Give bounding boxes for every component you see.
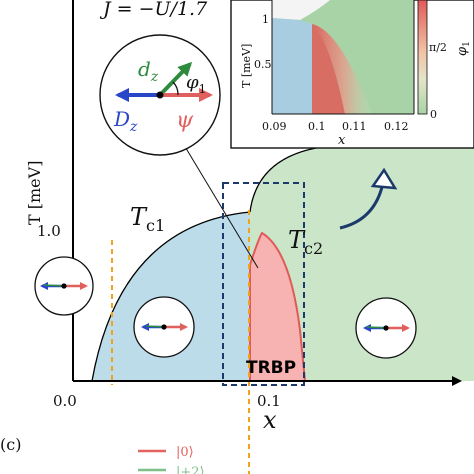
- vector-diagram-circle: dz φ1 Dz ψ: [99, 34, 221, 156]
- psi-label: ψ: [176, 108, 194, 133]
- tc1-label: Tc1: [130, 203, 165, 235]
- top-formula: J = −U/1.7: [99, 0, 208, 20]
- inset-x-tick-1: 0.1: [308, 120, 326, 133]
- phi-angle-arc: [172, 81, 179, 96]
- D-z-label: Dz: [113, 107, 138, 135]
- order-parameter-circle-tc1: [133, 296, 195, 358]
- order-parameter-circle-outside: [34, 256, 94, 316]
- tc1-region: [92, 212, 250, 381]
- tc1-boundary: [91, 211, 251, 382]
- colorbar-tick-pi-half: π/2: [429, 41, 447, 54]
- inset-x-tick-2: 0.11: [342, 120, 367, 133]
- x-axis-label: x: [263, 406, 277, 434]
- trbp-region: [249, 231, 307, 382]
- inset-plot-area: [271, 0, 415, 115]
- phi-label: φ1: [186, 72, 206, 96]
- x-tick-1: 0.1: [257, 392, 281, 410]
- tc2-label: Tc2: [288, 226, 323, 258]
- inset-y-tick-0.5: 0.5: [254, 58, 272, 71]
- d-z-label: dz: [138, 57, 159, 85]
- legend-label-1: |+2⟩: [176, 465, 205, 474]
- curved-arrow-head: [370, 167, 398, 190]
- panel-label: (c): [0, 435, 21, 454]
- trbp-highlight-box: [222, 182, 305, 386]
- inset-x-tick-3: 0.12: [384, 120, 409, 133]
- inset-y-tick-1: 1: [262, 13, 269, 26]
- tc2-region: [250, 145, 474, 381]
- pointer-line: [174, 129, 259, 269]
- order-parameter-circle-tc2: [355, 297, 417, 359]
- inset-y-axis-label: T [meV]: [240, 44, 253, 88]
- x-tick-0: 0.0: [53, 392, 77, 410]
- legend-label-0: |0⟩: [176, 445, 194, 460]
- inset-x-axis-label: x: [338, 133, 346, 148]
- trbp-label: TRBP: [246, 358, 296, 378]
- curved-arrow-to-inset: [339, 182, 385, 230]
- inset-x-tick-0: 0.09: [262, 120, 287, 133]
- legend: |0⟩ |+2⟩: [138, 445, 205, 474]
- colorbar-label: φ1: [455, 41, 472, 56]
- y-axis-label: T [meV]: [25, 161, 44, 225]
- colorbar-tick-0: 0: [430, 108, 437, 121]
- d-z-vector: [158, 61, 193, 97]
- inset-panel: 0.09 0.1 0.11 0.12 x 1 0.5 T [meV] π/2 0…: [230, 0, 474, 149]
- colorbar: [417, 0, 428, 115]
- y-tick-1: 1.0: [37, 222, 61, 240]
